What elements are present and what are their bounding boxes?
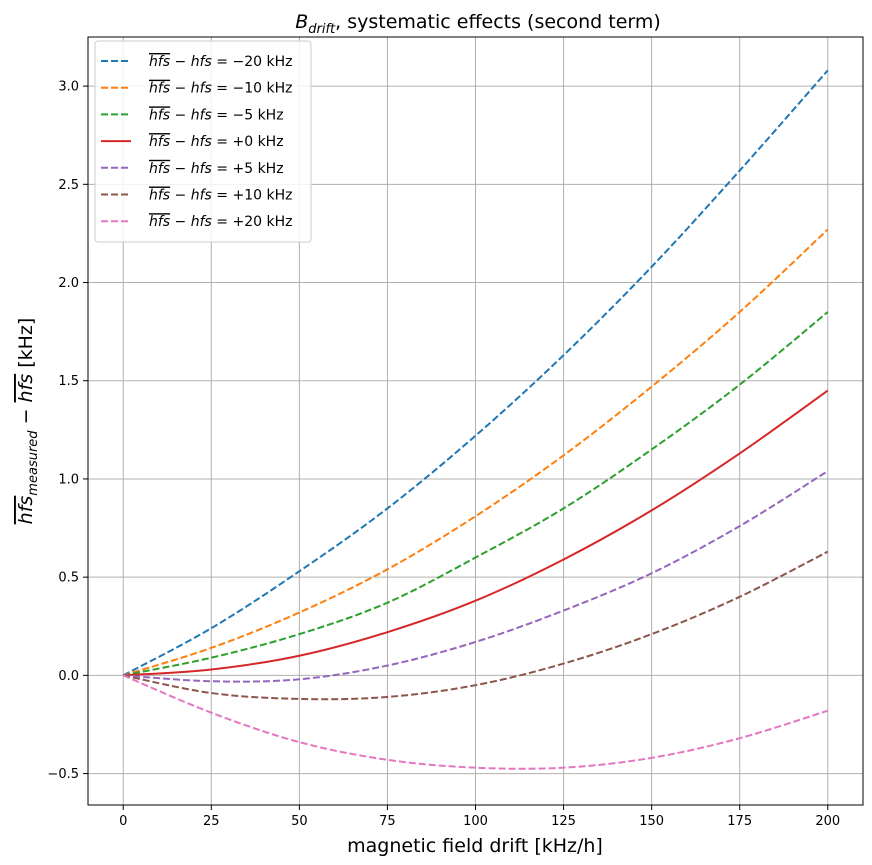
x-tick-label: 200: [815, 814, 840, 829]
chart-title: Bdrift, systematic effects (second term): [295, 11, 661, 37]
legend-label: hfs − hfs = −5 kHz: [149, 107, 284, 123]
y-tick-label: 2.0: [58, 276, 79, 291]
y-tick-label: 0.0: [58, 669, 79, 684]
legend-label: hfs − hfs = −20 kHz: [149, 54, 292, 70]
y-axis-label: hfsmeasured − hfs [kHz]: [15, 318, 41, 525]
legend-label: hfs − hfs = −10 kHz: [149, 81, 292, 97]
x-tick-label: 100: [463, 814, 488, 829]
series-line-1: [122, 69, 829, 677]
x-tick-label: 25: [203, 814, 220, 829]
y-tick-label: 3.0: [58, 80, 79, 95]
legend: hfs − hfs = −20 kHz hfs − hfs = −10 kHz hf…: [94, 40, 312, 243]
x-tick-label: 50: [291, 814, 308, 829]
legend-label: hfs − hfs = +5 kHz: [149, 161, 284, 177]
series-line-4: [123, 389, 829, 677]
x-axis-label: magnetic field drift [kHz/h]: [347, 835, 603, 857]
series-layer: [122, 69, 829, 770]
x-tick-label: 150: [639, 814, 664, 829]
x-tick-label: 125: [551, 814, 576, 829]
x-axis-ticks: 0 25 50 75 100 125 150 175 200: [119, 805, 840, 829]
y-axis-label-text: hfsmeasured − hfs [kHz]: [15, 318, 41, 525]
x-tick-label: 175: [727, 814, 752, 829]
y-tick-label: 0.5: [58, 571, 79, 586]
x-tick-label: 0: [119, 814, 127, 829]
y-tick-label: 1.5: [58, 374, 79, 389]
legend-label: hfs − hfs = +0 kHz: [149, 134, 284, 150]
y-tick-label: 2.5: [58, 178, 79, 193]
series-line-2: [122, 228, 829, 677]
series-line-5: [123, 470, 829, 683]
y-tick-label: −0.5: [47, 767, 79, 782]
legend-box: [94, 40, 312, 243]
y-tick-label: 1.0: [58, 472, 79, 487]
legend-label: hfs − hfs = +10 kHz: [149, 188, 292, 204]
series-line-3: [123, 311, 829, 677]
legend-label: hfs − hfs = +20 kHz: [149, 214, 292, 230]
y-axis-ticks: −0.5 0.0 0.5 1.0 1.5 2.0 2.5 3.0: [47, 80, 88, 782]
x-tick-label: 75: [379, 814, 396, 829]
series-line-7: [122, 674, 829, 770]
series-line-6: [123, 550, 829, 701]
